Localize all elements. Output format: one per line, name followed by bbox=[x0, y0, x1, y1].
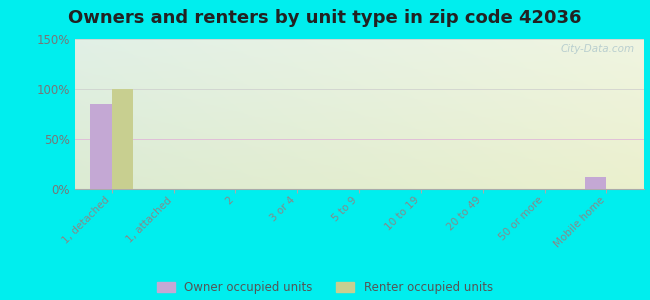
Text: 1, attached: 1, attached bbox=[124, 195, 174, 244]
Bar bbox=[585, 177, 606, 189]
Bar bbox=[90, 104, 112, 189]
Text: Mobile home: Mobile home bbox=[552, 195, 606, 249]
Text: 20 to 49: 20 to 49 bbox=[445, 195, 483, 233]
Text: Owners and renters by unit type in zip code 42036: Owners and renters by unit type in zip c… bbox=[68, 9, 582, 27]
Text: 5 to 9: 5 to 9 bbox=[331, 195, 359, 224]
Text: 2: 2 bbox=[224, 195, 235, 207]
Text: 3 or 4: 3 or 4 bbox=[268, 195, 297, 224]
Bar bbox=[112, 89, 133, 189]
Legend: Owner occupied units, Renter occupied units: Owner occupied units, Renter occupied un… bbox=[157, 281, 493, 294]
Text: City-Data.com: City-Data.com bbox=[561, 44, 635, 53]
Text: 50 or more: 50 or more bbox=[497, 195, 545, 243]
Text: 1, detached: 1, detached bbox=[61, 195, 112, 246]
Text: 10 to 19: 10 to 19 bbox=[384, 195, 421, 233]
